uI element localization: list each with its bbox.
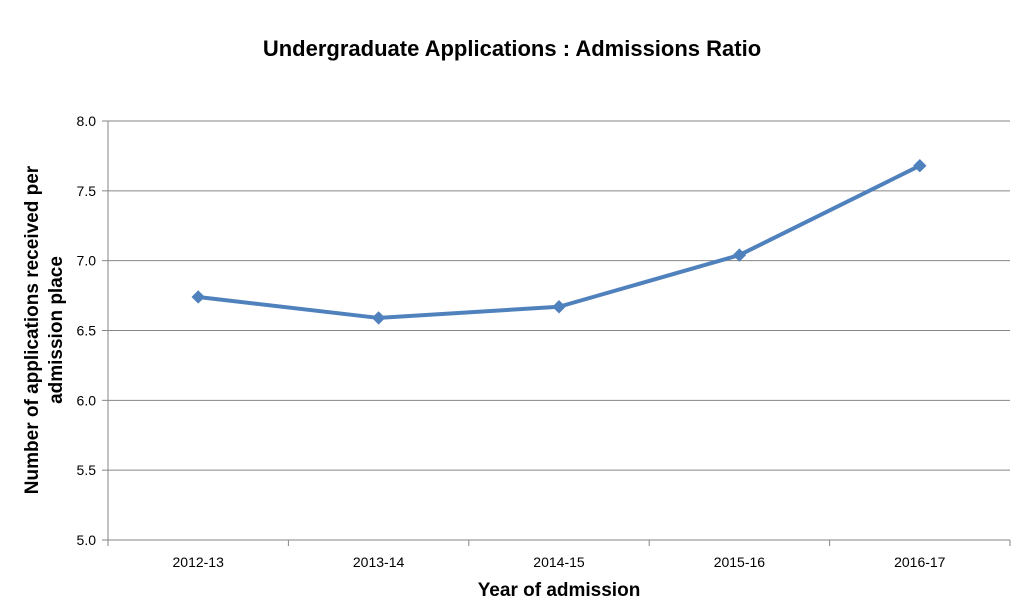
chart-title: Undergraduate Applications : Admissions … <box>263 36 761 61</box>
x-tick-label: 2014-15 <box>533 554 585 570</box>
y-tick-labels: 5.0 5.5 6.0 6.5 7.0 7.5 8.0 <box>77 113 97 548</box>
data-point-marker <box>371 311 386 325</box>
series-layer <box>191 158 927 325</box>
axes <box>102 120 1011 546</box>
data-point-marker <box>191 290 205 304</box>
y-tick-label: 6.5 <box>77 323 97 339</box>
y-tick-label: 7.0 <box>77 253 97 269</box>
x-tick-label: 2015-16 <box>714 554 766 570</box>
y-axis-title-line-2: admission place <box>46 256 67 404</box>
y-tick-label: 5.5 <box>77 462 97 478</box>
x-tick-label: 2013-14 <box>353 554 405 570</box>
gridlines <box>108 120 1010 541</box>
y-tick-label: 5.0 <box>77 532 97 548</box>
y-tick-label: 6.0 <box>77 392 97 408</box>
y-tick-label: 8.0 <box>77 113 97 129</box>
y-axis-title-line-1: Number of applications received per <box>22 165 43 494</box>
x-axis-title: Year of admission <box>478 580 641 601</box>
y-tick-label: 7.5 <box>77 183 97 199</box>
y-axis-title: Number of applications received per admi… <box>22 165 67 494</box>
x-tick-label: 2016-17 <box>894 554 946 570</box>
data-point-marker <box>913 158 927 173</box>
x-tick-labels: 2012-13 2013-14 2014-15 2015-16 2016-17 <box>173 554 946 570</box>
series-line <box>196 163 922 320</box>
x-tick-label: 2012-13 <box>173 554 225 570</box>
data-point-marker <box>732 248 747 262</box>
data-point-marker <box>552 300 566 314</box>
